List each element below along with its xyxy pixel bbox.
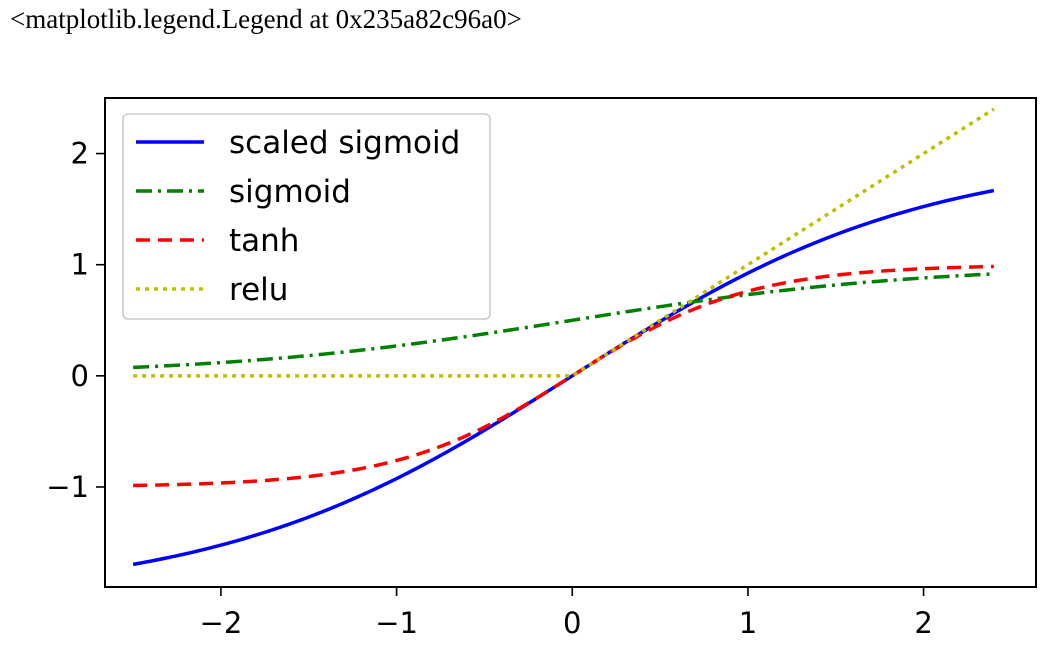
y-tick-label: 0: [71, 359, 89, 393]
series-line-relu: [133, 107, 995, 378]
x-tick-label: −2: [200, 606, 243, 640]
y-tick-label: 1: [71, 248, 89, 282]
x-tick-label: 2: [914, 606, 932, 640]
series-line-tanh: [133, 264, 994, 488]
ticks-layer: −2 −1 0 1 2 −1 0 1 2: [46, 137, 933, 640]
legend-label-tanh: tanh: [229, 223, 299, 259]
legend-label-sigmoid: sigmoid: [229, 174, 351, 210]
x-tick-label: 0: [563, 606, 581, 640]
series-line-sigmoid: [133, 272, 994, 370]
y-tick-label: −1: [46, 470, 89, 504]
plot-area-frame: [104, 97, 1037, 588]
legend: scaled sigmoid sigmoid tanh relu: [122, 113, 491, 320]
cell-output-text: <matplotlib.legend.Legend at 0x235a82c96…: [10, 4, 522, 34]
y-tick-label: 2: [71, 137, 89, 171]
x-tick-label: −1: [375, 606, 418, 640]
series-layer: [132, 107, 995, 567]
legend-box: [122, 113, 491, 320]
legend-label-relu: relu: [229, 272, 288, 308]
x-tick-label: 1: [739, 606, 757, 640]
legend-label-scaled-sigmoid: scaled sigmoid: [229, 125, 460, 161]
